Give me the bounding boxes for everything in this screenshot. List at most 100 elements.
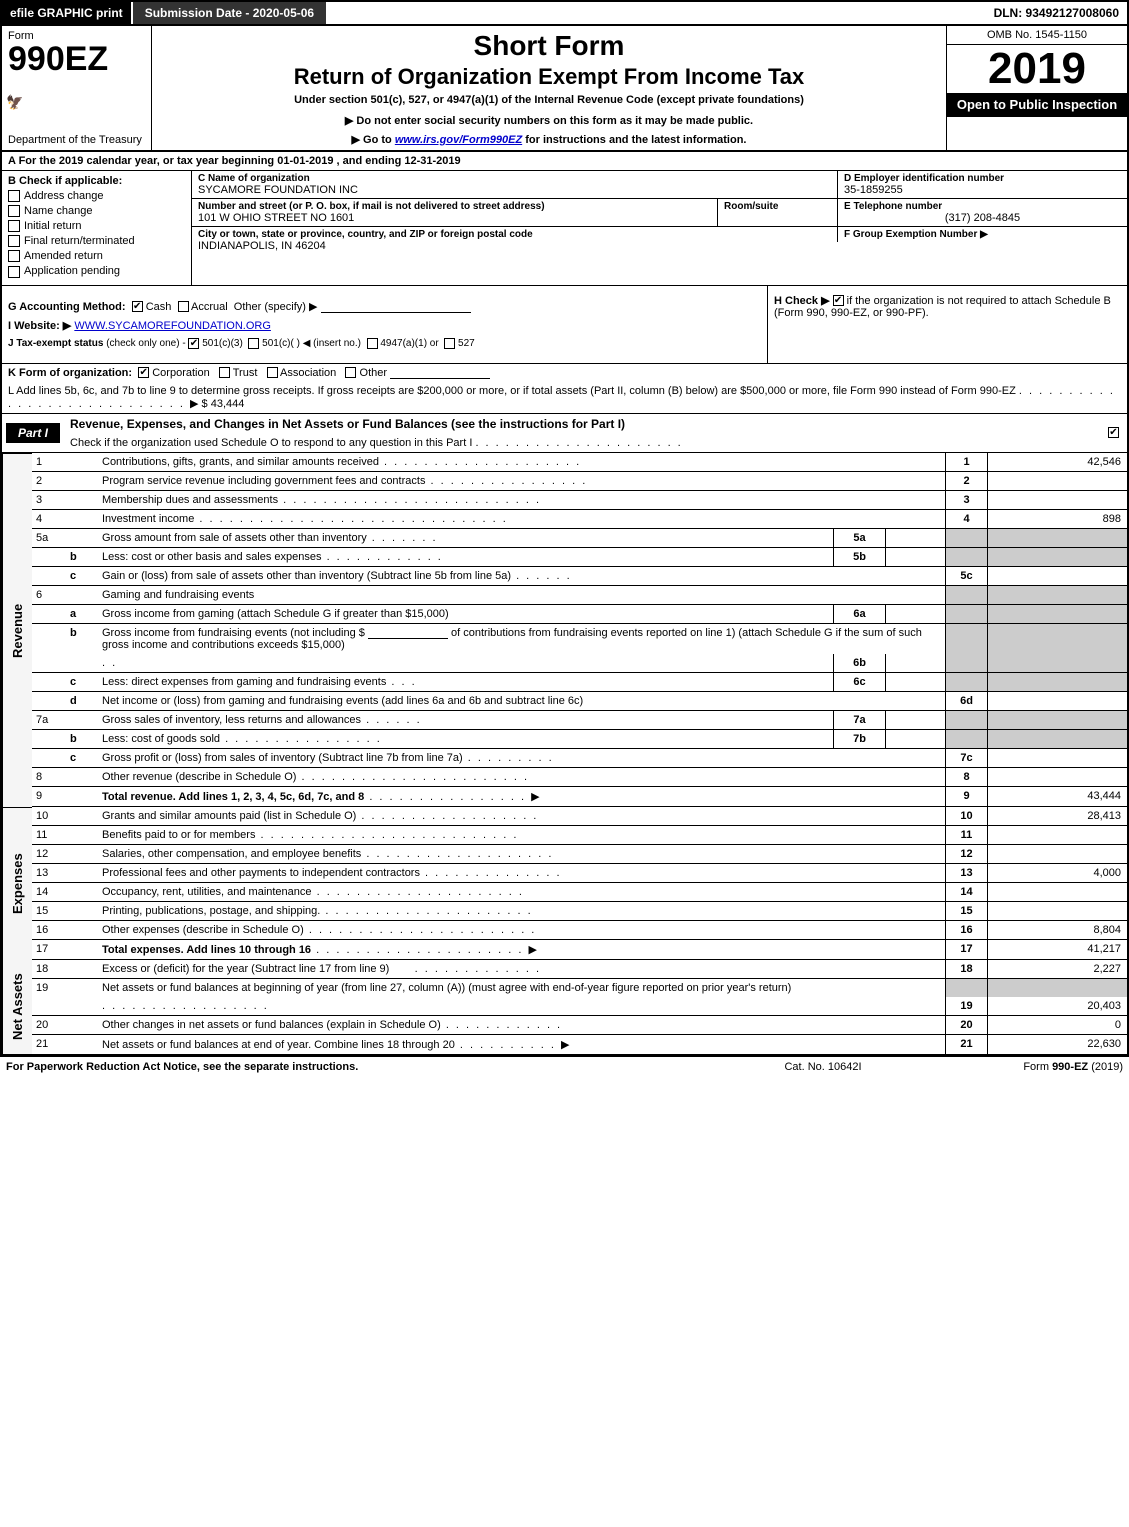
l5c-rval [987,567,1127,586]
irs-link[interactable]: www.irs.gov/Form990EZ [395,134,522,146]
l17-num: 17 [32,940,68,960]
d-label: D Employer identification number [844,173,1121,184]
l10-num: 10 [32,807,68,826]
part-1-note: Check if the organization used Schedule … [64,434,1108,452]
j-label: J Tax-exempt status [8,338,103,349]
chk-initial-return[interactable]: Initial return [8,220,185,232]
l6b-innum: 6b [833,654,885,673]
l17-rnum: 17 [945,940,987,960]
l7a-rshade [945,711,987,730]
tax-year: 2019 [947,45,1127,93]
l18-rval: 2,227 [987,960,1127,979]
l6b-amount-input[interactable] [368,638,448,639]
l9-rval: 43,444 [987,787,1127,807]
l7a-desc: Gross sales of inventory, less returns a… [98,711,833,730]
l14-rnum: 14 [945,883,987,902]
city-val: INDIANAPOLIS, IN 46204 [198,240,831,252]
l6b-rshade2 [945,654,987,673]
chk-accrual[interactable] [178,301,189,312]
chk-address-change[interactable]: Address change [8,190,185,202]
e-label: E Telephone number [844,201,1121,212]
chk-501c3[interactable] [188,338,199,349]
org-name: SYCAMORE FOUNDATION INC [198,184,831,196]
l9-desc: Total revenue. Add lines 1, 2, 3, 4, 5c,… [98,787,945,807]
l6d-rval [987,692,1127,711]
paperwork-notice: For Paperwork Reduction Act Notice, see … [6,1061,723,1073]
efile-print-button[interactable]: efile GRAPHIC print [2,2,133,24]
l6a-inval [885,605,945,624]
l18-desc: Excess or (deficit) for the year (Subtra… [98,960,945,979]
chk-527[interactable] [444,338,455,349]
l6d-rnum: 6d [945,692,987,711]
l21-rnum: 21 [945,1035,987,1054]
j-1: 501(c)(3) [202,338,243,349]
l6c-sub: c [68,673,98,692]
l6b-num [32,624,68,673]
k-other-input[interactable] [390,378,490,379]
l5b-desc: Less: cost or other basis and sales expe… [98,548,833,567]
l6a-sub: a [68,605,98,624]
chk-4947[interactable] [367,338,378,349]
l5b-sub: b [68,548,98,567]
city-cell: City or town, state or province, country… [192,227,837,254]
l6b-rvalshade2 [987,654,1127,673]
chk-association[interactable] [267,367,278,378]
l13-sub [68,864,98,883]
g-other-input[interactable] [321,312,471,313]
k-other: Other [360,367,388,379]
street-label: Number and street (or P. O. box, if mail… [198,201,711,212]
header-left: Form 990EZ 🦅 Department of the Treasury [2,26,152,150]
l7b-desc: Less: cost of goods sold . . . . . . . .… [98,730,833,749]
l7b-innum: 7b [833,730,885,749]
l5b-rvalshade [987,548,1127,567]
form-number: 990EZ [8,42,145,76]
l14-num: 14 [32,883,68,902]
chk-corporation[interactable] [138,367,149,378]
l19-sub [68,979,98,1016]
l6c-rshade [945,673,987,692]
l3-num: 3 [32,491,68,510]
chk-application-pending[interactable]: Application pending [8,265,185,277]
l1-num: 1 [32,453,68,472]
f-label: F Group Exemption Number ▶ [844,229,1121,240]
chk-name-change[interactable]: Name change [8,205,185,217]
l13-rnum: 13 [945,864,987,883]
l19-rshade [945,979,987,997]
chk-cash[interactable] [132,301,143,312]
submission-date-button[interactable]: Submission Date - 2020-05-06 [133,2,326,24]
l5a-num: 5a [32,529,68,548]
l6b-sub: b [68,624,98,673]
chk-trust[interactable] [219,367,230,378]
l3-rval [987,491,1127,510]
chk-other-org[interactable] [345,367,356,378]
l19-desc2: . . . . . . . . . . . . . . . . . [98,997,945,1016]
l4-rnum: 4 [945,510,987,529]
l21-rval: 22,630 [987,1035,1127,1054]
l15-rval [987,902,1127,921]
website-link[interactable]: WWW.SYCAMOREFOUNDATION.ORG [74,320,271,332]
g-label: G Accounting Method: [8,301,126,313]
chk-final-return[interactable]: Final return/terminated [8,235,185,247]
g-accounting: G Accounting Method: Cash Accrual Other … [8,300,761,313]
l7a-num: 7a [32,711,68,730]
l6d-sub: d [68,692,98,711]
l5a-inval [885,529,945,548]
org-name-cell: C Name of organization SYCAMORE FOUNDATI… [192,171,837,198]
l18-num: 18 [32,960,68,979]
l7c-desc: Gross profit or (loss) from sales of inv… [98,749,945,768]
part-1-header: Part I Revenue, Expenses, and Changes in… [0,414,1129,453]
l14-rval [987,883,1127,902]
l17-rval: 41,217 [987,940,1127,960]
l19-rval: 20,403 [987,997,1127,1016]
l12-num: 12 [32,845,68,864]
ein-cell: D Employer identification number 35-1859… [837,171,1127,199]
l6d-num [32,692,68,711]
chk-schedule-b[interactable] [833,295,844,306]
chk-schedule-o[interactable] [1108,427,1119,438]
l6c-num [32,673,68,692]
room-label: Room/suite [724,201,831,212]
l20-rnum: 20 [945,1016,987,1035]
chk-amended-return[interactable]: Amended return [8,250,185,262]
l10-sub [68,807,98,826]
chk-501c[interactable] [248,338,259,349]
